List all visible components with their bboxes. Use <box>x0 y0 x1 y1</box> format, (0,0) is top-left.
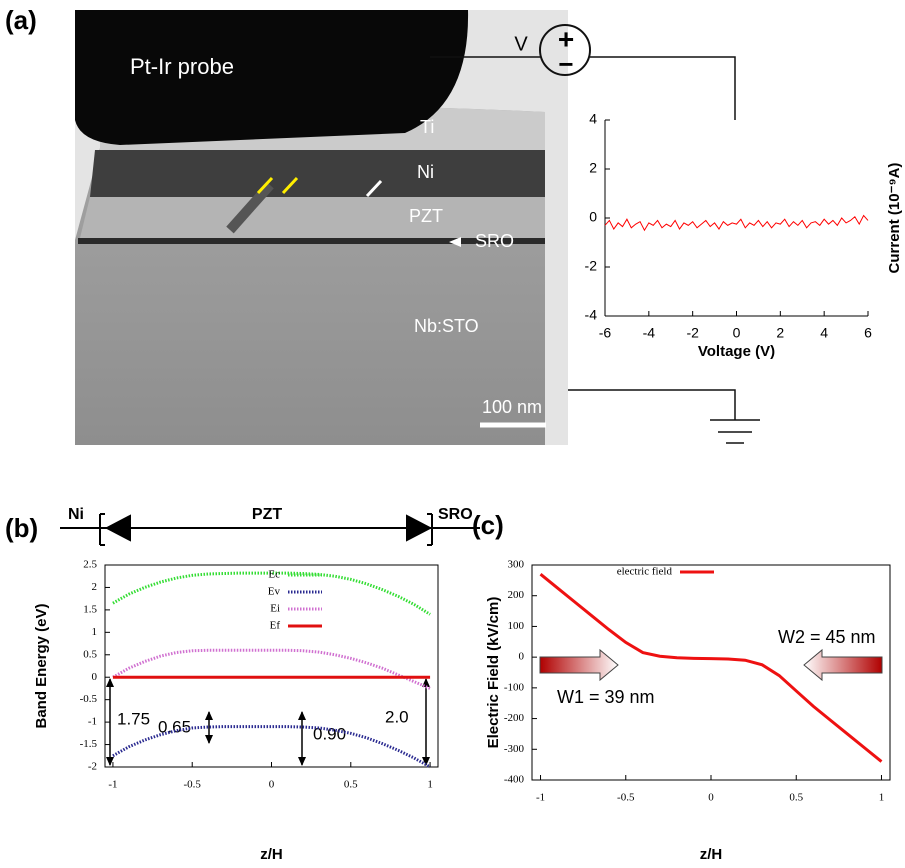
y-tick-label: -100 <box>504 681 525 693</box>
bracket <box>100 514 105 545</box>
scale-label: 100 nm <box>482 397 542 417</box>
label: Ni <box>417 162 434 182</box>
panel-label: (b) <box>5 513 38 543</box>
arrow-head <box>106 678 430 766</box>
y-axis-label: Current (10⁻⁹A) <box>886 163 903 274</box>
x-tick-label: 0.5 <box>344 779 358 791</box>
y-tick-label: -2 <box>88 761 97 773</box>
y-axis-label: Band Energy (eV) <box>33 603 50 728</box>
arrow-heads <box>106 678 430 766</box>
x-tick-label: -2 <box>686 325 699 341</box>
wire <box>568 390 735 420</box>
annotation: 1.75 <box>117 709 150 728</box>
label: V <box>514 33 528 55</box>
label: PZT <box>409 206 443 226</box>
label: Nb:STO <box>414 316 479 336</box>
label: Ti <box>420 117 434 137</box>
x-tick-label: 0 <box>269 779 275 791</box>
figure: Pt-Ir probe Ti Ni PZT SRO Nb:STO 100 nm … <box>0 0 905 868</box>
page: Pt-Ir probe Ti Ni PZT SRO Nb:STO 100 nm … <box>0 0 905 868</box>
arrow-head <box>107 516 130 540</box>
y-tick-label: -200 <box>504 712 525 724</box>
y-tick-label: 300 <box>508 559 525 571</box>
x-axis-label: z/H <box>700 846 723 863</box>
y-tick-label: 0 <box>519 651 525 663</box>
y-tick-label: 0 <box>92 671 98 683</box>
x-tick-label: -1 <box>536 792 545 804</box>
series-line <box>605 216 868 231</box>
y-tick-label: -400 <box>504 774 525 786</box>
legend-label: Ev <box>268 586 281 598</box>
x-tick-label: -1 <box>108 779 117 791</box>
y-tick-label: -1.5 <box>80 738 98 750</box>
annotation: W1 = 39 nm <box>557 687 655 707</box>
arrow-head <box>407 516 430 540</box>
y-tick-label: 100 <box>508 620 525 632</box>
x-tick-label: 4 <box>820 325 828 341</box>
x-tick-label: 0 <box>733 325 741 341</box>
arrow <box>540 650 618 680</box>
label: Pt-Ir probe <box>130 54 234 79</box>
y-tick-label: 2.5 <box>83 559 97 571</box>
y-tick-label: 200 <box>508 589 525 601</box>
depletion-arrows <box>540 650 882 680</box>
legend-label: electric field <box>617 566 673 578</box>
x-axis-label: Voltage (V) <box>698 343 775 360</box>
y-tick-label: 0.5 <box>83 648 97 660</box>
x-tick-label: 1 <box>427 779 433 791</box>
x-tick-label: -0.5 <box>184 779 202 791</box>
header-label: Ni <box>68 506 84 523</box>
label: − <box>558 49 573 79</box>
header-label: SRO <box>438 506 473 523</box>
y-tick-label: -300 <box>504 743 525 755</box>
annotation: W2 = 45 nm <box>778 627 876 647</box>
legend-label: Ei <box>270 603 280 615</box>
legend-label: Ef <box>270 620 281 632</box>
panel-label: (c) <box>472 510 504 540</box>
y-tick-label: 2 <box>589 160 597 176</box>
legend-label: Ec <box>268 569 280 581</box>
label: SRO <box>475 231 514 251</box>
wire <box>590 57 735 120</box>
x-tick-label: -6 <box>599 325 612 341</box>
x-tick-label: -0.5 <box>617 792 635 804</box>
header-label: PZT <box>252 506 282 523</box>
y-tick-label: -1 <box>88 716 97 728</box>
y-tick-label: -2 <box>585 258 598 274</box>
y-tick-label: 2 <box>92 581 98 593</box>
y-axis-label: Electric Field (kV/cm) <box>485 597 502 749</box>
x-tick-label: 1 <box>879 792 885 804</box>
x-tick-label: 2 <box>776 325 784 341</box>
x-axis-label: z/H <box>260 846 283 863</box>
panel-label: (a) <box>5 5 37 35</box>
arrow <box>804 650 882 680</box>
x-tick-label: 6 <box>864 325 872 341</box>
y-tick-label: 0 <box>589 209 597 225</box>
y-tick-label: 1.5 <box>83 603 97 615</box>
y-tick-label: -0.5 <box>80 693 98 705</box>
y-tick-label: 4 <box>589 111 597 127</box>
y-tick-label: -4 <box>585 307 598 323</box>
series-line <box>113 650 430 688</box>
annotation: 2.0 <box>385 707 409 726</box>
y-tick-label: 1 <box>92 626 98 638</box>
x-tick-label: 0 <box>708 792 714 804</box>
x-tick-label: -4 <box>643 325 656 341</box>
ni-layer <box>90 150 545 197</box>
x-tick-label: 0.5 <box>789 792 803 804</box>
